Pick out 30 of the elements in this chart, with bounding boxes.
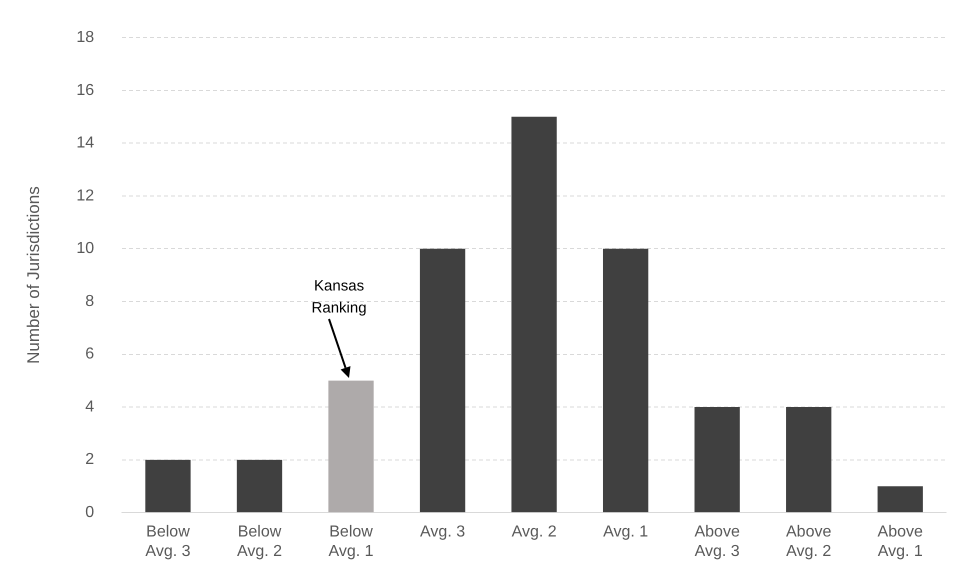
- y-tick-label: 18: [76, 29, 94, 46]
- y-tick-label: 2: [85, 451, 94, 468]
- y-axis-title: Number of Jurisdictions: [24, 186, 43, 364]
- x-tick-label: Below Avg. 3: [145, 524, 191, 560]
- y-tick-label: 12: [76, 187, 94, 204]
- bar: [511, 116, 557, 512]
- x-tick-label: Below Avg. 2: [236, 524, 282, 560]
- bar: [420, 248, 466, 512]
- y-tick-label: 8: [85, 292, 94, 310]
- bar: [236, 460, 282, 512]
- annotation: Kansas Ranking: [312, 278, 367, 317]
- bar: [786, 407, 832, 512]
- bar: [694, 407, 740, 512]
- y-tick-label: 6: [85, 346, 94, 363]
- y-tick-label: 14: [76, 134, 94, 152]
- bar: [878, 486, 923, 512]
- x-tick-label: Avg. 2: [512, 524, 557, 541]
- bar: [602, 248, 648, 512]
- y-tick-label: 0: [85, 504, 94, 522]
- bar: [328, 380, 374, 512]
- x-tick-label: Above Avg. 1: [878, 524, 924, 560]
- x-tick-label: Above Avg. 3: [694, 524, 740, 560]
- y-tick-label: 16: [76, 82, 94, 99]
- x-tick-label: Above Avg. 2: [786, 524, 832, 560]
- x-tick-label: Below Avg. 1: [328, 524, 374, 560]
- bar: [145, 460, 191, 512]
- y-tick-label: 10: [76, 240, 94, 258]
- y-tick-label: 4: [85, 398, 94, 416]
- x-tick-label: Avg. 3: [420, 524, 466, 541]
- x-tick-label: Avg. 1: [603, 524, 648, 541]
